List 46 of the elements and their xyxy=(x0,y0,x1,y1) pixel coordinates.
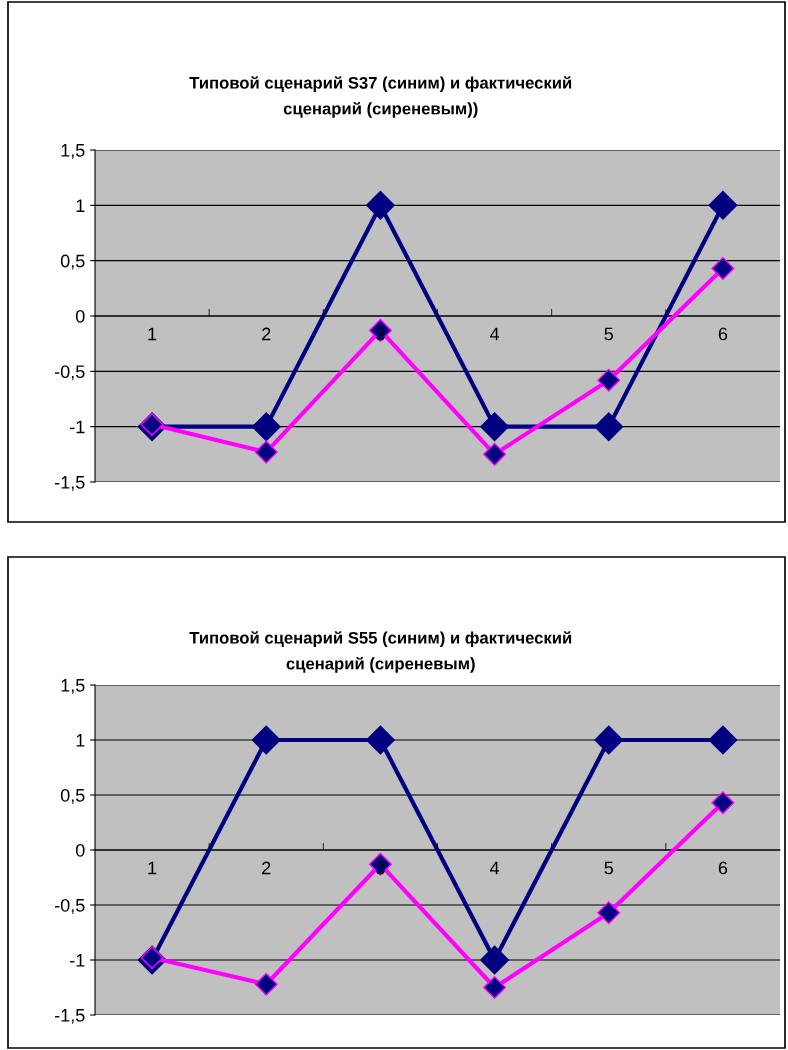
y-tick-label: 1 xyxy=(76,199,85,212)
point xyxy=(483,976,507,999)
y-tick-label: -1,5 xyxy=(54,476,85,491)
x-tick-label: 6 xyxy=(718,327,728,341)
y-tick-label: 1,5 xyxy=(61,679,85,694)
y-tick-label: -1 xyxy=(70,954,85,967)
x-tick-label: 1 xyxy=(148,327,157,341)
x-tick-label: 1 xyxy=(148,861,157,875)
point xyxy=(708,190,738,220)
point xyxy=(708,725,738,755)
x-tick-label: 3 xyxy=(376,327,385,341)
point xyxy=(251,412,281,442)
point xyxy=(480,945,510,975)
x-tick-label: 5 xyxy=(604,861,614,875)
x-tick-label: 6 xyxy=(718,861,728,875)
y-tick-label: 1 xyxy=(76,734,85,747)
x-tick-label: 2 xyxy=(262,861,271,875)
x-tick-label: 3 xyxy=(376,861,385,875)
x-tick-label: 2 xyxy=(262,327,271,341)
y-tick-label: 0,5 xyxy=(60,254,85,270)
chart-title: Типовой сценарий S37 (синим) и фактический сценарий (сиреневым)) xyxy=(189,76,572,118)
point xyxy=(483,442,507,466)
y-tick-label: 1,5 xyxy=(61,144,85,159)
y-tick-label: -0,5 xyxy=(54,365,85,381)
point xyxy=(365,725,395,755)
point xyxy=(711,791,735,815)
point xyxy=(480,412,510,442)
point xyxy=(597,901,621,925)
point xyxy=(254,440,278,464)
chart-title: Типовой сценарий S55 (синим) и фактический сценарий (сиреневым) xyxy=(189,631,572,673)
y-tick-label: 0 xyxy=(75,309,85,323)
point xyxy=(597,368,621,392)
point xyxy=(594,412,624,442)
point xyxy=(251,725,281,755)
point xyxy=(711,256,735,280)
y-tick-label: -1 xyxy=(70,420,85,434)
x-tick-label: 4 xyxy=(489,861,500,875)
y-tick-label: 0 xyxy=(75,843,85,857)
point xyxy=(365,190,395,220)
y-tick-label: -0,5 xyxy=(54,898,85,914)
y-tick-label: -1,5 xyxy=(54,1009,85,1024)
y-tick-label: 0,5 xyxy=(60,788,85,804)
point xyxy=(594,725,624,755)
x-tick-label: 5 xyxy=(604,327,614,341)
point xyxy=(254,972,278,996)
x-tick-label: 4 xyxy=(489,327,500,341)
